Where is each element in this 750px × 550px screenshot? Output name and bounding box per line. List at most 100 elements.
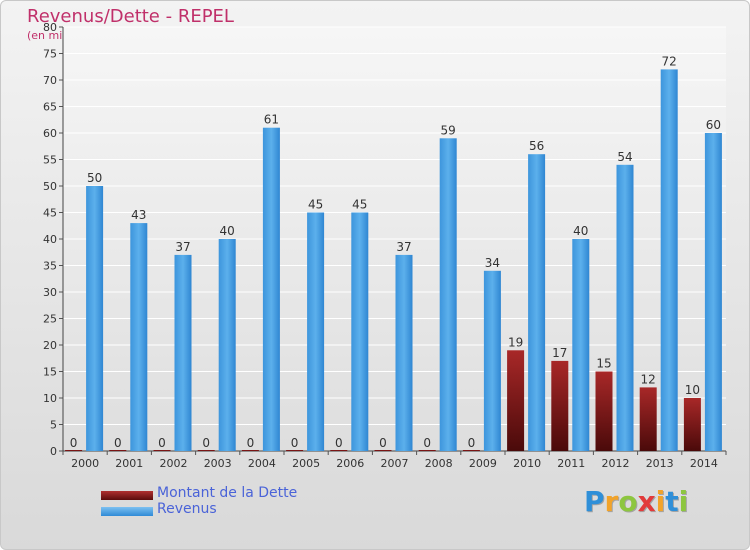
data-label-dette: 17 bbox=[552, 346, 567, 360]
y-tick-label: 5 bbox=[50, 419, 57, 432]
data-label-revenus: 72 bbox=[662, 54, 677, 68]
y-tick-label: 15 bbox=[43, 366, 57, 379]
y-tick-label: 35 bbox=[43, 260, 57, 273]
data-label-dette: 10 bbox=[685, 383, 700, 397]
x-tick-label: 2009 bbox=[469, 457, 497, 470]
bar-revenus-2010 bbox=[528, 154, 546, 451]
bar-dette-2009 bbox=[462, 450, 480, 451]
logo-letter: P bbox=[584, 485, 605, 518]
data-label-dette: 0 bbox=[70, 436, 78, 450]
x-tick-label: 2006 bbox=[336, 457, 364, 470]
data-label-dette: 0 bbox=[423, 436, 431, 450]
bar-revenus-2007 bbox=[395, 254, 413, 451]
data-label-revenus: 40 bbox=[220, 224, 235, 238]
x-tick-label: 2002 bbox=[160, 457, 188, 470]
bar-revenus-2012 bbox=[616, 164, 634, 452]
bar-dette-2010 bbox=[507, 350, 525, 451]
data-label-dette: 19 bbox=[508, 335, 523, 349]
data-label-revenus: 37 bbox=[175, 240, 190, 254]
bar-revenus-2000 bbox=[86, 186, 104, 451]
x-tick-label: 2013 bbox=[646, 457, 674, 470]
bar-revenus-2011 bbox=[572, 239, 590, 451]
data-label-dette: 0 bbox=[379, 436, 387, 450]
bar-dette-2006 bbox=[330, 450, 348, 451]
bar-revenus-2009 bbox=[483, 270, 501, 451]
bar-revenus-2013 bbox=[660, 69, 678, 452]
bar-revenus-2008 bbox=[439, 138, 457, 452]
data-label-revenus: 59 bbox=[441, 123, 456, 137]
x-tick-label: 2003 bbox=[204, 457, 232, 470]
data-label-dette: 12 bbox=[641, 372, 656, 386]
x-tick-label: 2008 bbox=[425, 457, 453, 470]
bar-dette-2005 bbox=[286, 450, 304, 451]
data-label-revenus: 34 bbox=[485, 256, 500, 270]
proxiti-logo: Proxiti bbox=[584, 485, 688, 518]
bar-revenus-2001 bbox=[130, 223, 148, 451]
data-label-dette: 0 bbox=[247, 436, 255, 450]
legend-label-revenus: Revenus bbox=[157, 501, 217, 517]
x-tick-label: 2001 bbox=[115, 457, 143, 470]
x-tick-label: 2005 bbox=[292, 457, 320, 470]
legend-swatch-dette bbox=[101, 491, 153, 500]
bar-dette-2008 bbox=[418, 450, 436, 451]
logo-letter: i bbox=[655, 485, 666, 518]
logo-letter: t bbox=[665, 485, 679, 518]
bar-revenus-2014 bbox=[704, 133, 722, 451]
data-label-dette: 15 bbox=[596, 357, 611, 371]
y-tick-label: 70 bbox=[43, 74, 57, 87]
bar-revenus-2006 bbox=[351, 212, 369, 451]
bar-dette-2003 bbox=[197, 450, 215, 451]
logo-letter: r bbox=[604, 485, 619, 518]
bar-revenus-2003 bbox=[218, 239, 236, 451]
data-label-revenus: 43 bbox=[131, 208, 146, 222]
legend-label-dette: Montant de la Dette bbox=[157, 485, 298, 501]
data-label-revenus: 60 bbox=[706, 118, 721, 132]
bar-dette-2012 bbox=[595, 371, 613, 451]
data-label-revenus: 40 bbox=[573, 224, 588, 238]
y-tick-label: 40 bbox=[43, 233, 57, 246]
data-label-dette: 0 bbox=[202, 436, 210, 450]
data-label-revenus: 45 bbox=[352, 198, 367, 212]
logo-letter: x bbox=[637, 485, 656, 518]
data-label-revenus: 54 bbox=[617, 150, 632, 164]
x-tick-label: 2007 bbox=[381, 457, 409, 470]
y-tick-label: 30 bbox=[43, 286, 57, 299]
y-tick-label: 75 bbox=[43, 48, 57, 61]
y-tick-label: 55 bbox=[43, 154, 57, 167]
bar-revenus-2005 bbox=[307, 212, 325, 451]
y-tick-label: 80 bbox=[43, 21, 57, 34]
x-tick-label: 2010 bbox=[513, 457, 541, 470]
bar-dette-2000 bbox=[65, 450, 83, 451]
logo-letter: o bbox=[618, 485, 638, 518]
x-tick-label: 2004 bbox=[248, 457, 276, 470]
bar-dette-2002 bbox=[153, 450, 171, 451]
data-label-dette: 0 bbox=[114, 436, 122, 450]
x-tick-label: 2012 bbox=[602, 457, 630, 470]
bar-dette-2004 bbox=[241, 450, 259, 451]
data-label-revenus: 37 bbox=[396, 240, 411, 254]
bar-dette-2013 bbox=[639, 387, 657, 451]
x-tick-label: 2014 bbox=[690, 457, 718, 470]
y-tick-label: 25 bbox=[43, 313, 57, 326]
bar-dette-2011 bbox=[551, 360, 569, 451]
bar-revenus-2004 bbox=[262, 127, 280, 451]
data-label-revenus: 50 bbox=[87, 171, 102, 185]
data-label-revenus: 56 bbox=[529, 139, 544, 153]
data-label-revenus: 61 bbox=[264, 113, 279, 127]
data-label-dette: 0 bbox=[468, 436, 476, 450]
logo-letter: i bbox=[678, 485, 689, 518]
bar-revenus-2002 bbox=[174, 254, 192, 451]
y-tick-label: 20 bbox=[43, 339, 57, 352]
x-tick-label: 2000 bbox=[71, 457, 99, 470]
data-label-dette: 0 bbox=[158, 436, 166, 450]
y-tick-label: 65 bbox=[43, 101, 57, 114]
bar-dette-2014 bbox=[683, 398, 701, 451]
data-label-revenus: 45 bbox=[308, 198, 323, 212]
bar-dette-2007 bbox=[374, 450, 392, 451]
data-label-dette: 0 bbox=[335, 436, 343, 450]
y-tick-label: 50 bbox=[43, 180, 57, 193]
y-tick-label: 10 bbox=[43, 392, 57, 405]
chart-title: Revenus/Dette - REPEL bbox=[27, 6, 234, 27]
